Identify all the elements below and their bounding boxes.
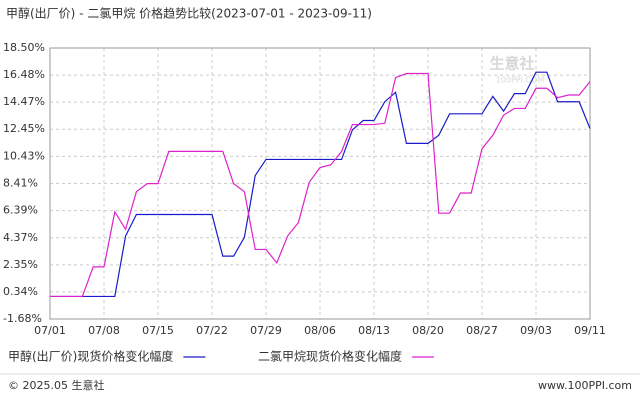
x-tick-label: 07/15 <box>142 324 174 337</box>
legend-label: 甲醇(出厂价)现货价格变化幅度 <box>8 349 173 364</box>
x-tick-label: 07/22 <box>196 324 228 337</box>
chart-title: 甲醇(出厂价) - 二氯甲烷 价格趋势比较(2023-07-01 - 2023-… <box>6 6 372 21</box>
x-tick-label: 08/06 <box>304 324 336 337</box>
y-tick-label: 16.48% <box>3 68 45 81</box>
y-tick-label: 10.43% <box>3 149 45 162</box>
x-tick-label: 07/08 <box>88 324 120 337</box>
watermark: 生意社 <box>489 55 534 73</box>
x-tick-label: 09/11 <box>574 324 606 337</box>
y-tick-label: -1.68% <box>3 312 42 325</box>
series-line <box>50 71 591 298</box>
x-tick-label: 08/20 <box>412 324 444 337</box>
series-line <box>50 72 591 298</box>
footer-left: © 2025.05 生意社 <box>8 378 104 392</box>
x-tick-label: 07/29 <box>250 324 282 337</box>
x-tick-label: 09/03 <box>520 324 552 337</box>
y-tick-label: 6.39% <box>3 204 38 217</box>
plot-border <box>49 47 591 320</box>
x-tick-label: 08/27 <box>466 324 498 337</box>
y-tick-label: 0.34% <box>3 285 38 298</box>
legend-label: 二氯甲烷现货价格变化幅度 <box>258 349 402 364</box>
y-tick-label: 8.41% <box>3 177 38 190</box>
y-tick-label: 2.35% <box>3 258 38 271</box>
y-tick-label: 18.50% <box>3 41 45 54</box>
y-tick-label: 14.47% <box>3 95 45 108</box>
footer-right: www.100PPI.com <box>538 379 632 392</box>
watermark: 100PPI.COM <box>496 76 545 85</box>
x-tick-label: 07/01 <box>34 324 66 337</box>
x-tick-label: 08/13 <box>358 324 390 337</box>
y-tick-label: 12.45% <box>3 122 45 135</box>
y-tick-label: 4.37% <box>3 231 38 244</box>
